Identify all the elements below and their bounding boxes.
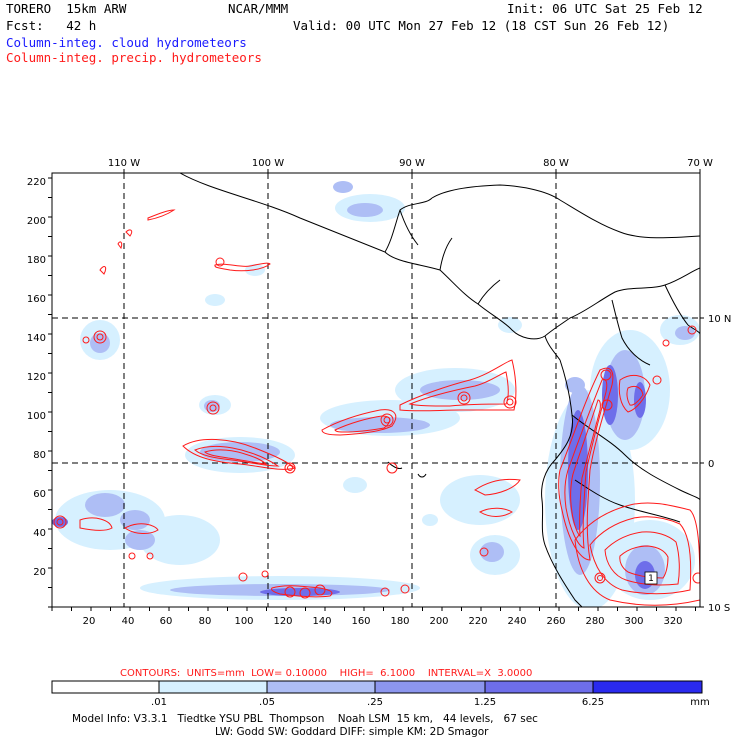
x-tick-label: 200 (429, 616, 448, 627)
colorbar-segment (159, 681, 267, 693)
field-title-precip: Column-integ. precip. hydrometeors (6, 50, 262, 65)
x-tick-label: 80 (199, 616, 212, 627)
right-lat-label: 10 S (708, 603, 730, 614)
axis-labels: 110 W 100 W 90 W 80 W 70 W 10 N 0 10 S 2… (27, 158, 731, 627)
top-lon-label: 100 W (252, 158, 284, 169)
colorbar-label: .05 (259, 697, 275, 708)
y-tick-label: 220 (27, 177, 46, 188)
colorbar-label: 6.25 (582, 697, 604, 708)
right-lat-label: 0 (708, 459, 714, 470)
colorbar-label: .25 (367, 697, 383, 708)
valid-time: Valid: 00 UTC Mon 27 Feb 12 (18 CST Sun … (293, 18, 670, 33)
svg-text:1: 1 (648, 574, 654, 584)
x-tick-label: 180 (390, 616, 409, 627)
top-lon-label: 70 W (687, 158, 713, 169)
x-tick-label: 40 (122, 616, 135, 627)
y-tick-label: 160 (27, 294, 46, 305)
x-tick-label: 320 (663, 616, 682, 627)
model-info-line1: Model Info: V3.3.1 Tiedtke YSU PBL Thomp… (72, 713, 538, 725)
top-lon-label: 110 W (108, 158, 140, 169)
x-tick-label: 160 (351, 616, 370, 627)
y-tick-label: 60 (33, 489, 46, 500)
colorbar-segment (267, 681, 375, 693)
axis-tick-marks (48, 169, 704, 611)
map-content: 1 (52, 173, 700, 607)
x-tick-label: 60 (160, 616, 173, 627)
colorbar-segment (485, 681, 593, 693)
graticule (52, 173, 700, 607)
y-tick-label: 40 (33, 528, 46, 539)
x-tick-label: 300 (624, 616, 643, 627)
x-tick-label: 220 (468, 616, 487, 627)
x-tick-label: 20 (83, 616, 96, 627)
y-tick-label: 180 (27, 255, 46, 266)
y-tick-label: 120 (27, 372, 46, 383)
top-lon-label: 90 W (399, 158, 425, 169)
colorbar-segment (52, 681, 159, 693)
init-time: Init: 06 UTC Sat 25 Feb 12 (507, 1, 703, 16)
x-tick-label: 260 (546, 616, 565, 627)
colorbar-segment (375, 681, 485, 693)
org-label: NCAR/MMM (228, 1, 289, 16)
x-tick-label: 100 (234, 616, 253, 627)
x-tick-label: 240 (507, 616, 526, 627)
colorbar-label: .01 (151, 697, 167, 708)
colorbar-units: mm (690, 697, 709, 708)
forecast-hour: Fcst: 42 h (6, 18, 97, 33)
island-marker: 1 (644, 571, 658, 585)
top-lon-label: 80 W (543, 158, 569, 169)
right-lat-label: 10 N (708, 314, 731, 325)
x-tick-label: 120 (273, 616, 292, 627)
contour-info: CONTOURS: UNITS=mm LOW= 0.10000 HIGH= 6.… (120, 668, 532, 679)
y-tick-label: 80 (33, 450, 46, 461)
x-tick-label: 280 (585, 616, 604, 627)
precip-contours (53, 209, 700, 606)
colorbar-segment (593, 681, 702, 693)
coastlines (179, 173, 700, 607)
colorbar: .01 .05 .25 1.25 6.25 mm (51, 680, 710, 708)
y-tick-label: 200 (27, 216, 46, 227)
colorbar-label: 1.25 (474, 697, 496, 708)
field-title-cloud: Column-integ. cloud hydrometeors (6, 35, 247, 50)
map-frame-border (51, 172, 701, 608)
y-tick-label: 20 (33, 567, 46, 578)
y-tick-label: 140 (27, 333, 46, 344)
model-info-line2: LW: Godd SW: Goddard DIFF: simple KM: 2D… (215, 726, 489, 738)
y-tick-label: 100 (27, 411, 46, 422)
model-title: TORERO 15km ARW (6, 1, 127, 16)
x-tick-label: 140 (312, 616, 331, 627)
